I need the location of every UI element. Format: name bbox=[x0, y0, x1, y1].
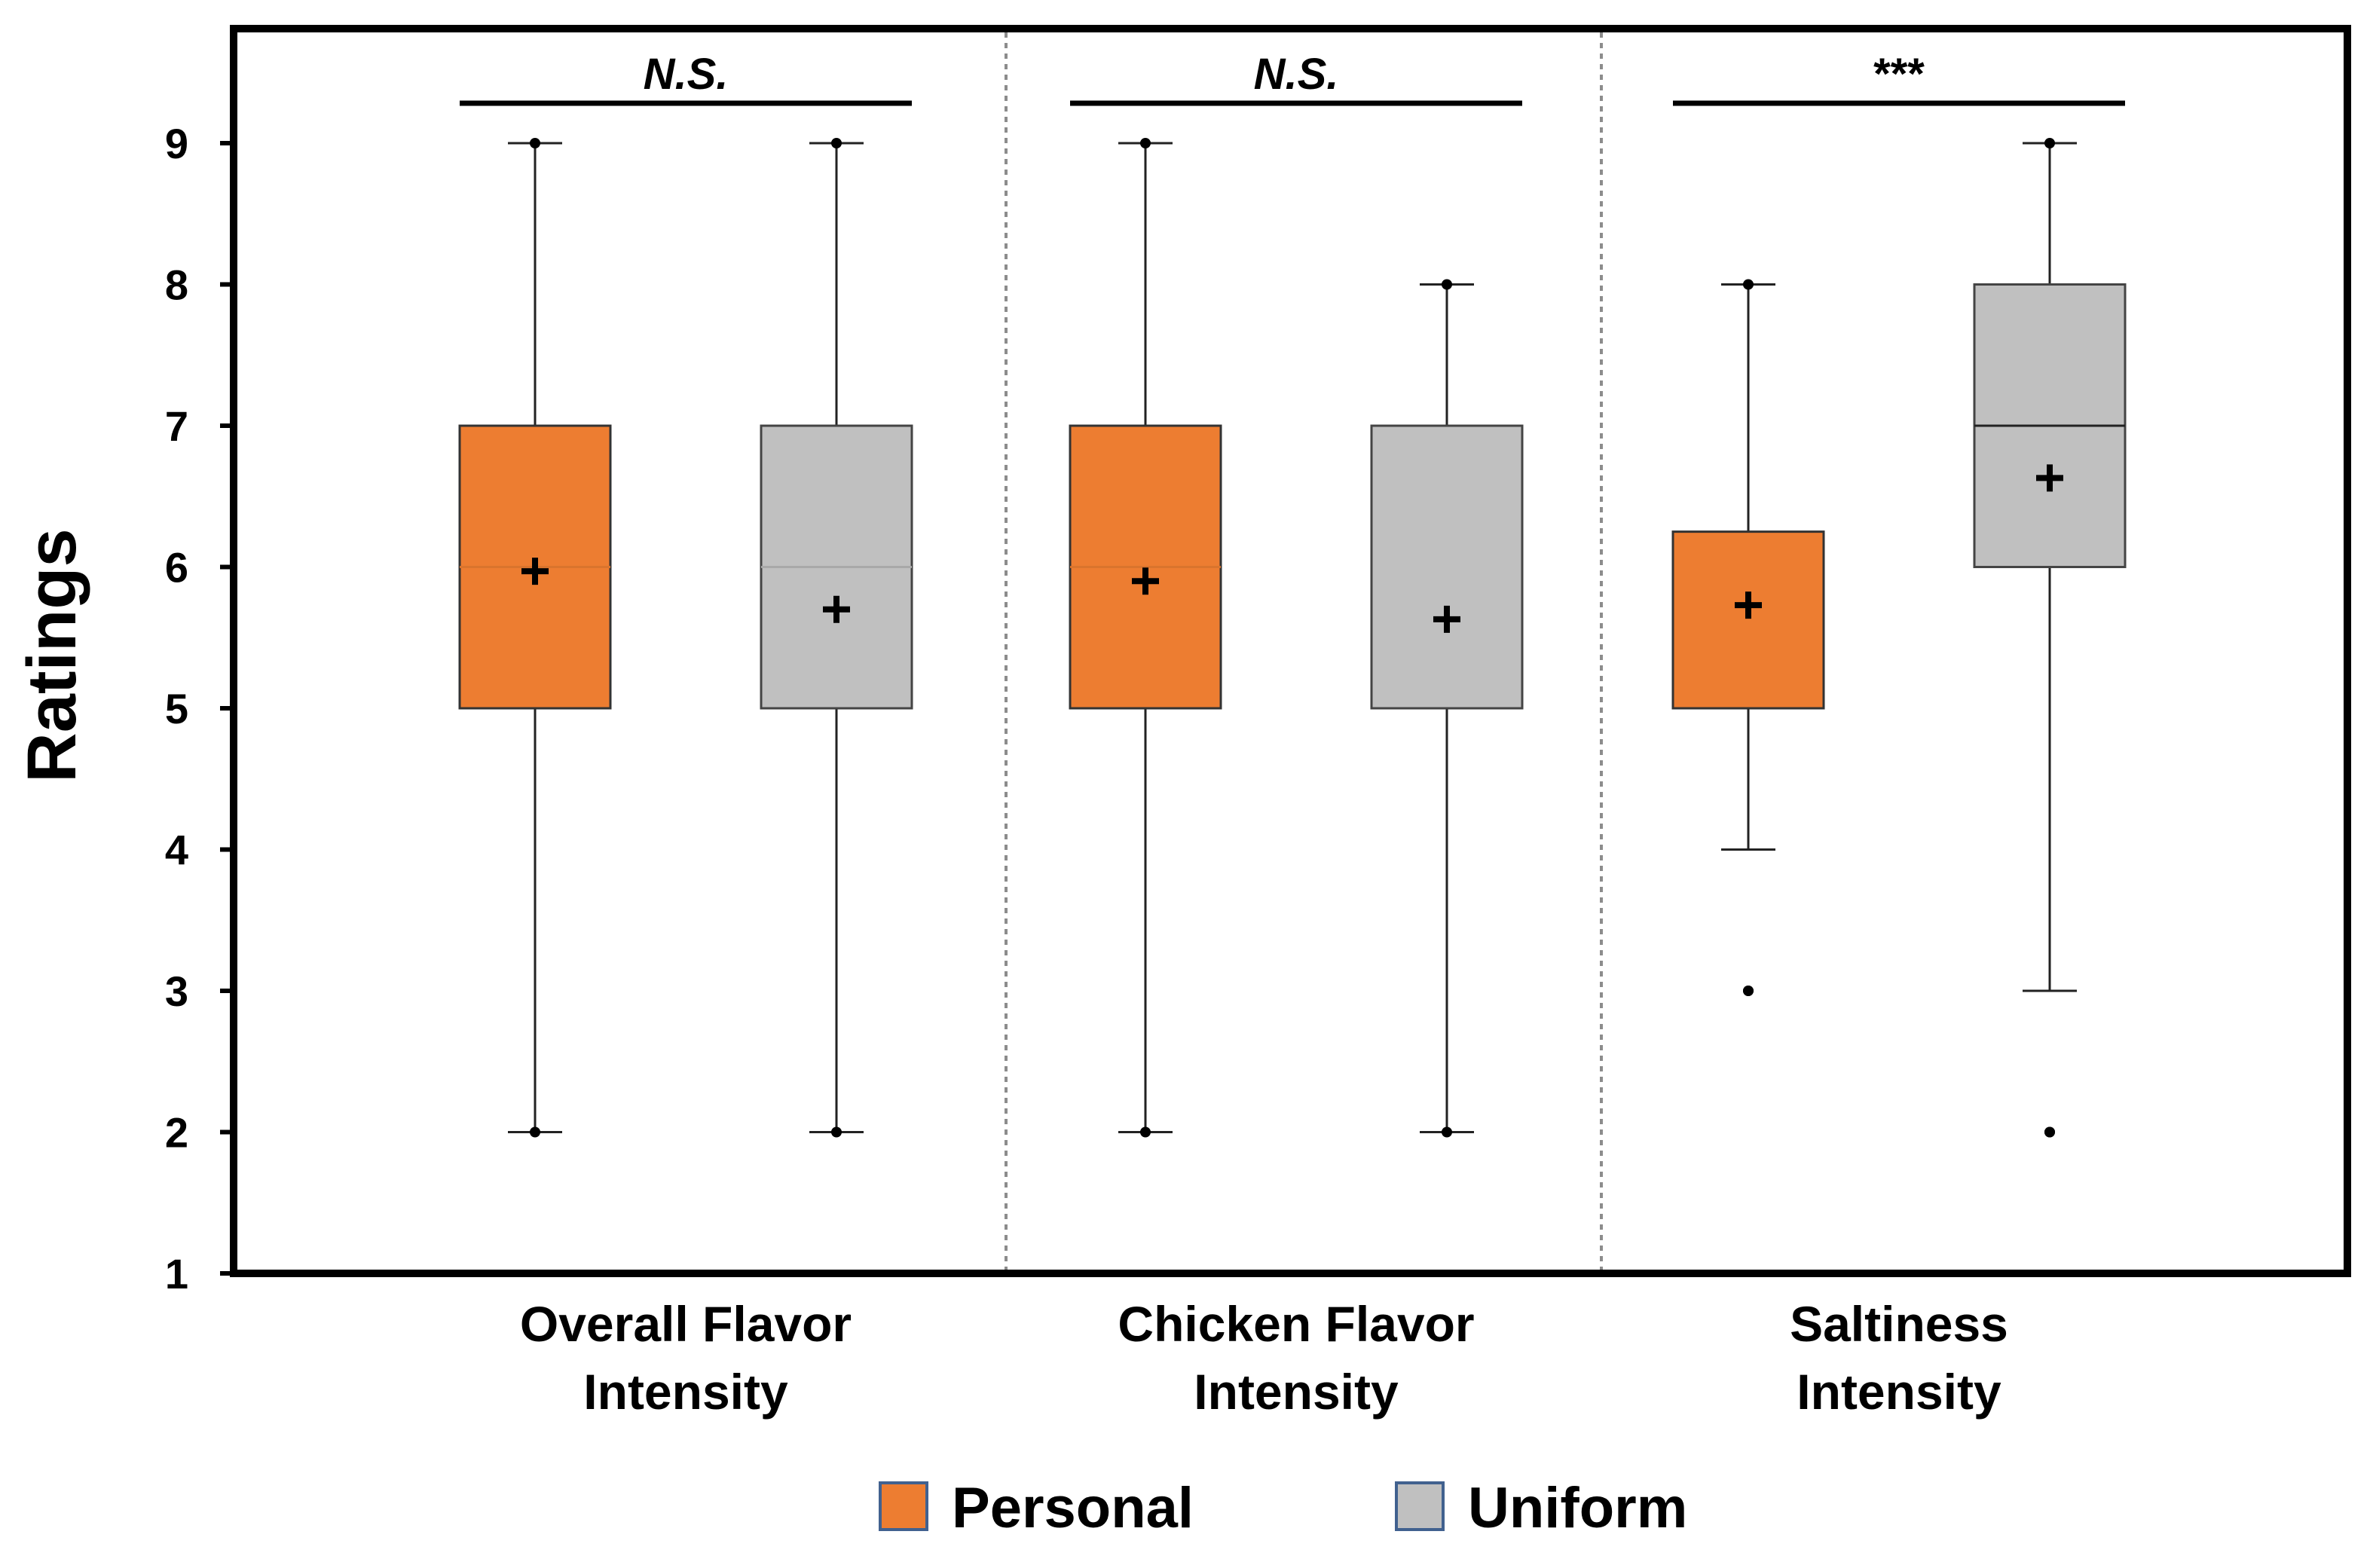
box-personal-3 bbox=[1671, 279, 1825, 996]
legend-swatch-personal bbox=[879, 1481, 928, 1531]
significance-layer: N.S. N.S. *** bbox=[460, 50, 2125, 106]
y-tick-label-5: 5 bbox=[165, 685, 188, 732]
significance-label-1: N.S. bbox=[644, 50, 729, 99]
mean-marker-uniform-2 bbox=[1433, 605, 1460, 633]
legend: Personal Uniform bbox=[879, 1476, 1687, 1540]
category-label-3-line-1: Saltiness bbox=[1790, 1296, 2008, 1352]
boxes-layer bbox=[458, 138, 2127, 1138]
category-label-1-line-1: Overall Flavor bbox=[520, 1296, 852, 1352]
category-label-3-line-2: Intensity bbox=[1797, 1364, 2001, 1420]
y-axis-label: Ratings bbox=[14, 528, 90, 782]
box-uniform-3 bbox=[1973, 138, 2127, 1138]
category-label-1-line-2: Intensity bbox=[583, 1364, 788, 1420]
max-point-uniform-3 bbox=[2044, 138, 2055, 148]
mean-marker-personal-3 bbox=[1735, 591, 1762, 619]
y-tick-label-4: 4 bbox=[165, 827, 188, 874]
max-point-personal-3 bbox=[1743, 279, 1754, 290]
box-rect-uniform-2 bbox=[1370, 424, 1524, 710]
plot-frame-layer bbox=[230, 25, 2351, 1277]
category-labels: Overall Flavor Intensity Chicken Flavor Int… bbox=[520, 1296, 2008, 1420]
significance-label-2: N.S. bbox=[1254, 50, 1339, 99]
legend-label-uniform: Uniform bbox=[1468, 1476, 1687, 1540]
category-label-2-line-2: Intensity bbox=[1194, 1364, 1399, 1420]
max-point-personal-1 bbox=[530, 138, 540, 148]
min-point-uniform-1 bbox=[831, 1126, 842, 1138]
min-point-uniform-2 bbox=[1442, 1126, 1452, 1138]
y-tick-label-8: 8 bbox=[165, 261, 188, 309]
y-tick-label-9: 9 bbox=[165, 120, 188, 167]
outlier-point-uniform-3-1 bbox=[2044, 1126, 2055, 1138]
category-label-2-line-1: Chicken Flavor bbox=[1118, 1296, 1474, 1352]
box-personal-1 bbox=[458, 138, 612, 1138]
outlier-point-personal-3-1 bbox=[1743, 986, 1754, 996]
legend-swatch-uniform bbox=[1395, 1481, 1445, 1531]
box-rect-personal-3 bbox=[1671, 530, 1825, 710]
box-personal-2 bbox=[1069, 138, 1222, 1138]
mean-marker-uniform-3 bbox=[2036, 464, 2063, 492]
min-point-personal-1 bbox=[530, 1126, 540, 1138]
mean-marker-personal-1 bbox=[521, 558, 549, 585]
y-tick-label-3: 3 bbox=[165, 967, 188, 1015]
mean-marker-uniform-1 bbox=[823, 595, 850, 623]
box-uniform-1 bbox=[760, 138, 913, 1138]
max-point-uniform-1 bbox=[831, 138, 842, 148]
y-tick-label-7: 7 bbox=[165, 402, 188, 450]
min-point-personal-2 bbox=[1140, 1126, 1151, 1138]
y-axis-ticks: 1 2 3 4 5 6 7 8 9 bbox=[165, 120, 234, 1297]
max-point-uniform-2 bbox=[1442, 279, 1452, 290]
legend-label-personal: Personal bbox=[952, 1476, 1194, 1540]
plot-frame bbox=[230, 25, 2351, 1277]
y-tick-label-1: 1 bbox=[165, 1250, 188, 1297]
significance-label-3: *** bbox=[1873, 50, 1925, 99]
mean-marker-personal-2 bbox=[1132, 567, 1159, 595]
y-tick-label-2: 2 bbox=[165, 1109, 188, 1157]
max-point-personal-2 bbox=[1140, 138, 1151, 148]
y-tick-label-6: 6 bbox=[165, 544, 188, 591]
box-uniform-2 bbox=[1370, 279, 1524, 1138]
